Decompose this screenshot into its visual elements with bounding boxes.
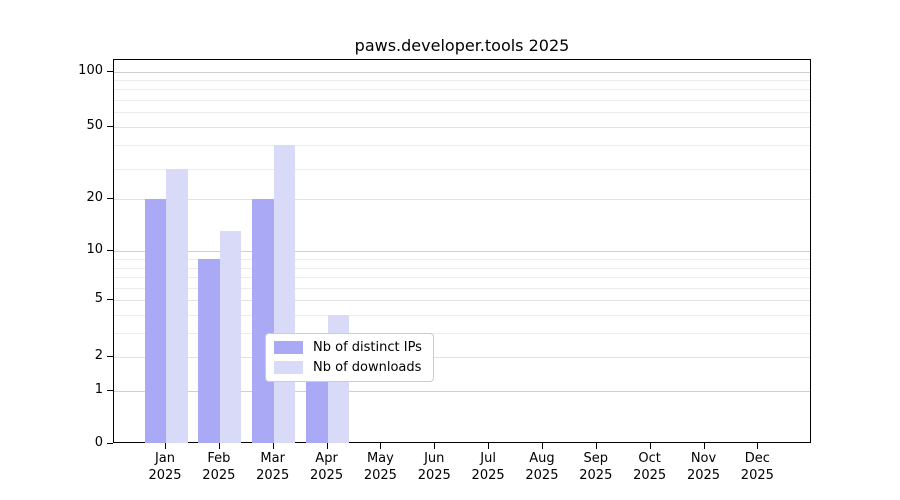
gridline-2 <box>114 356 810 358</box>
gridline-50 <box>114 127 810 128</box>
legend-label-downloads: Nb of downloads <box>313 360 422 375</box>
gridline-70 <box>114 99 810 101</box>
y-tick-label-10: 10 <box>86 242 103 257</box>
legend-swatch-downloads <box>274 361 303 374</box>
legend-item-distinct-ips: Nb of distinct IPs <box>274 340 425 355</box>
x-tick-label-apr: Apr 2025 <box>310 451 344 483</box>
x-tick-label-jun: Jun 2025 <box>417 451 451 483</box>
gridline-40 <box>114 144 810 146</box>
y-tick-label-20: 20 <box>86 190 103 205</box>
y-tick-label-0: 0 <box>94 435 103 450</box>
gridline-7 <box>114 276 810 278</box>
y-tick-1 <box>107 389 113 391</box>
x-tick-label-dec: Dec 2025 <box>740 451 774 483</box>
legend-label-distinct-ips: Nb of distinct IPs <box>313 340 422 355</box>
x-tick-jun <box>434 443 436 449</box>
gridline-5 <box>114 300 810 302</box>
y-tick-10 <box>107 250 113 251</box>
gridline-60 <box>114 111 810 113</box>
gridline-6 <box>114 288 810 290</box>
x-tick-nov <box>703 443 705 449</box>
bar-downloads-mar <box>273 144 296 443</box>
legend: Nb of distinct IPs Nb of downloads <box>265 333 434 382</box>
bar-downloads-feb <box>219 231 242 443</box>
gridline-100 <box>114 72 810 74</box>
legend-swatch-distinct-ips <box>274 341 303 354</box>
x-tick-aug <box>541 443 543 449</box>
x-tick-may <box>380 443 382 449</box>
bar-ips-feb <box>198 259 220 443</box>
gridline-3 <box>114 333 810 335</box>
x-tick-apr <box>326 443 328 449</box>
gridline-20 <box>114 199 810 200</box>
y-tick-label-2: 2 <box>94 347 103 363</box>
legend-item-downloads: Nb of downloads <box>274 360 425 375</box>
x-tick-feb <box>218 443 220 449</box>
y-tick-100 <box>107 71 113 73</box>
x-tick-label-mar: Mar 2025 <box>256 451 290 483</box>
gridline-4 <box>114 315 810 316</box>
x-tick-label-may: May 2025 <box>363 451 397 483</box>
x-tick-label-nov: Nov 2025 <box>686 451 721 483</box>
x-tick-dec <box>757 443 759 449</box>
x-tick-mar <box>272 443 274 449</box>
gridline-80 <box>114 89 810 91</box>
y-tick-2 <box>107 355 113 357</box>
y-tick-0 <box>107 443 113 444</box>
x-tick-label-feb: Feb 2025 <box>202 451 236 483</box>
x-tick-label-jan: Jan 2025 <box>148 451 182 483</box>
x-tick-jan <box>165 443 166 449</box>
y-tick-label-50: 50 <box>86 118 103 133</box>
y-tick-50 <box>107 126 113 127</box>
plot-area <box>113 59 811 443</box>
y-tick-20 <box>107 198 113 199</box>
x-tick-label-sep: Sep 2025 <box>579 451 613 483</box>
y-tick-label-1: 1 <box>94 381 103 397</box>
gridline-30 <box>114 168 810 170</box>
y-tick-5 <box>107 299 113 301</box>
x-tick-label-jul: Jul 2025 <box>471 451 505 483</box>
bar-ips-mar <box>252 199 274 443</box>
x-tick-oct <box>649 443 651 449</box>
chart-title: paws.developer.tools 2025 <box>354 36 570 55</box>
x-tick-sep <box>595 443 597 449</box>
y-tick-label-100: 100 <box>78 63 103 79</box>
x-tick-label-oct: Oct 2025 <box>633 451 667 483</box>
x-tick-label-aug: Aug 2025 <box>525 451 559 483</box>
gridline-1 <box>114 390 810 392</box>
gridline-8 <box>114 267 810 269</box>
x-tick-jul <box>488 443 490 449</box>
gridline-90 <box>114 80 810 82</box>
bar-ips-jan <box>144 199 166 443</box>
y-tick-label-5: 5 <box>94 291 103 307</box>
gridline-9 <box>114 259 810 261</box>
bar-downloads-jan <box>166 168 188 443</box>
gridline-10 <box>114 251 810 252</box>
